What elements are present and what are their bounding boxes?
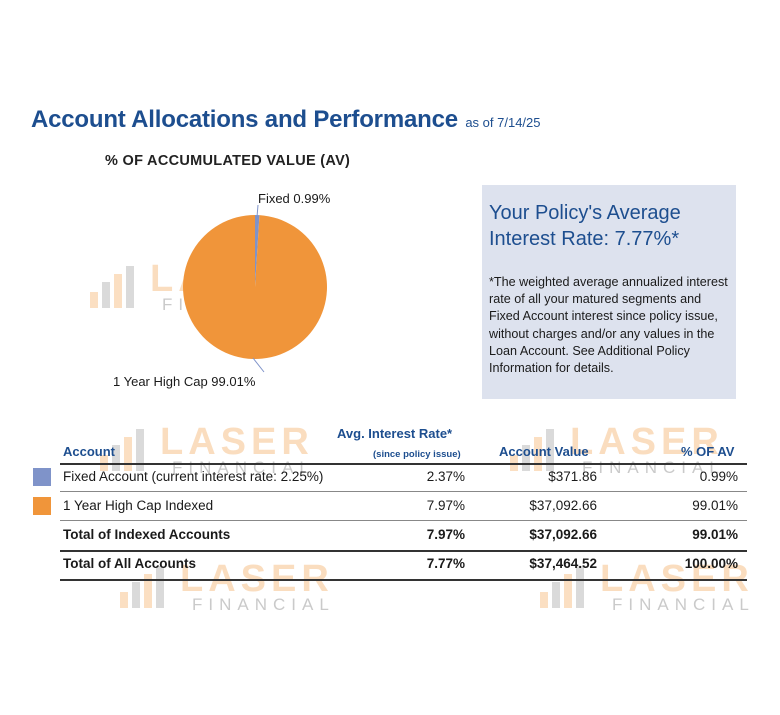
watermark-word: LASER [150,258,304,300]
total-value: $37,464.52 [529,556,597,571]
table-row-total-indexed: Total of Indexed Accounts 7.97% $37,092.… [0,526,780,552]
row-rate: 7.97% [426,498,465,513]
row-pct: 0.99% [699,469,738,484]
row-value: $371.86 [548,469,597,484]
col-header-rate-sub: (since policy issue) [373,449,461,460]
average-rate-headline: Your Policy's Average Interest Rate: 7.7… [489,202,681,250]
average-rate-note: *The weighted average annualized interes… [489,275,728,376]
leader-line-fixed [256,204,259,218]
total-rate: 7.97% [426,527,465,542]
table-row: Fixed Account (current interest rate: 2.… [0,468,780,494]
average-rate-box: Your Policy's Average Interest Rate: 7.7… [482,185,736,399]
watermark-sub: FINANCIAL [612,595,755,614]
leader-line-cap [252,357,265,373]
watermark-left: LASER FINANCIAL [88,258,299,314]
row-divider [60,491,747,492]
total-value: $37,092.66 [529,527,597,542]
col-header-account: Account [63,444,115,459]
watermark-sub: FINANCIAL [162,295,305,314]
pie-slice-high-cap [182,215,327,359]
col-header-pct: % OF AV [681,444,735,459]
header-divider [60,463,747,465]
row-value: $37,092.66 [529,498,597,513]
row-divider [60,550,747,552]
row-account: Fixed Account (current interest rate: 2.… [63,469,324,484]
table-row-total-all: Total of All Accounts 7.77% $37,464.52 1… [0,555,780,581]
row-rate: 2.37% [426,469,465,484]
swatch-high-cap [33,497,51,515]
total-pct: 99.01% [692,527,738,542]
row-pct: 99.01% [692,498,738,513]
title-text: Account Allocations and Performance [31,106,458,133]
watermark-sub: FINANCIAL [192,595,335,614]
total-rate: 7.77% [426,556,465,571]
as-of-date: as of 7/14/25 [465,115,541,130]
table-bottom-divider [60,579,747,581]
chart-subheading: % OF ACCUMULATED VALUE (AV) [105,153,351,169]
total-account: Total of Indexed Accounts [63,527,231,542]
total-pct: 100.00% [684,556,738,571]
table-row: 1 Year High Cap Indexed 7.97% $37,092.66… [0,497,780,523]
col-header-rate: Avg. Interest Rate* [337,426,453,441]
col-header-value: Account Value [499,444,589,459]
swatch-fixed [33,468,51,486]
pie-label-high-cap: 1 Year High Cap 99.01% [113,374,256,389]
row-divider [60,520,747,521]
total-account: Total of All Accounts [63,556,196,571]
page-title: Account Allocations and Performance as o… [31,106,541,134]
row-account: 1 Year High Cap Indexed [63,498,214,513]
pie-label-fixed: Fixed 0.99% [258,191,331,206]
watermark-word: LASER [160,421,314,463]
watermark-bars-icon [90,266,134,308]
pie-slice-fixed [255,215,260,287]
